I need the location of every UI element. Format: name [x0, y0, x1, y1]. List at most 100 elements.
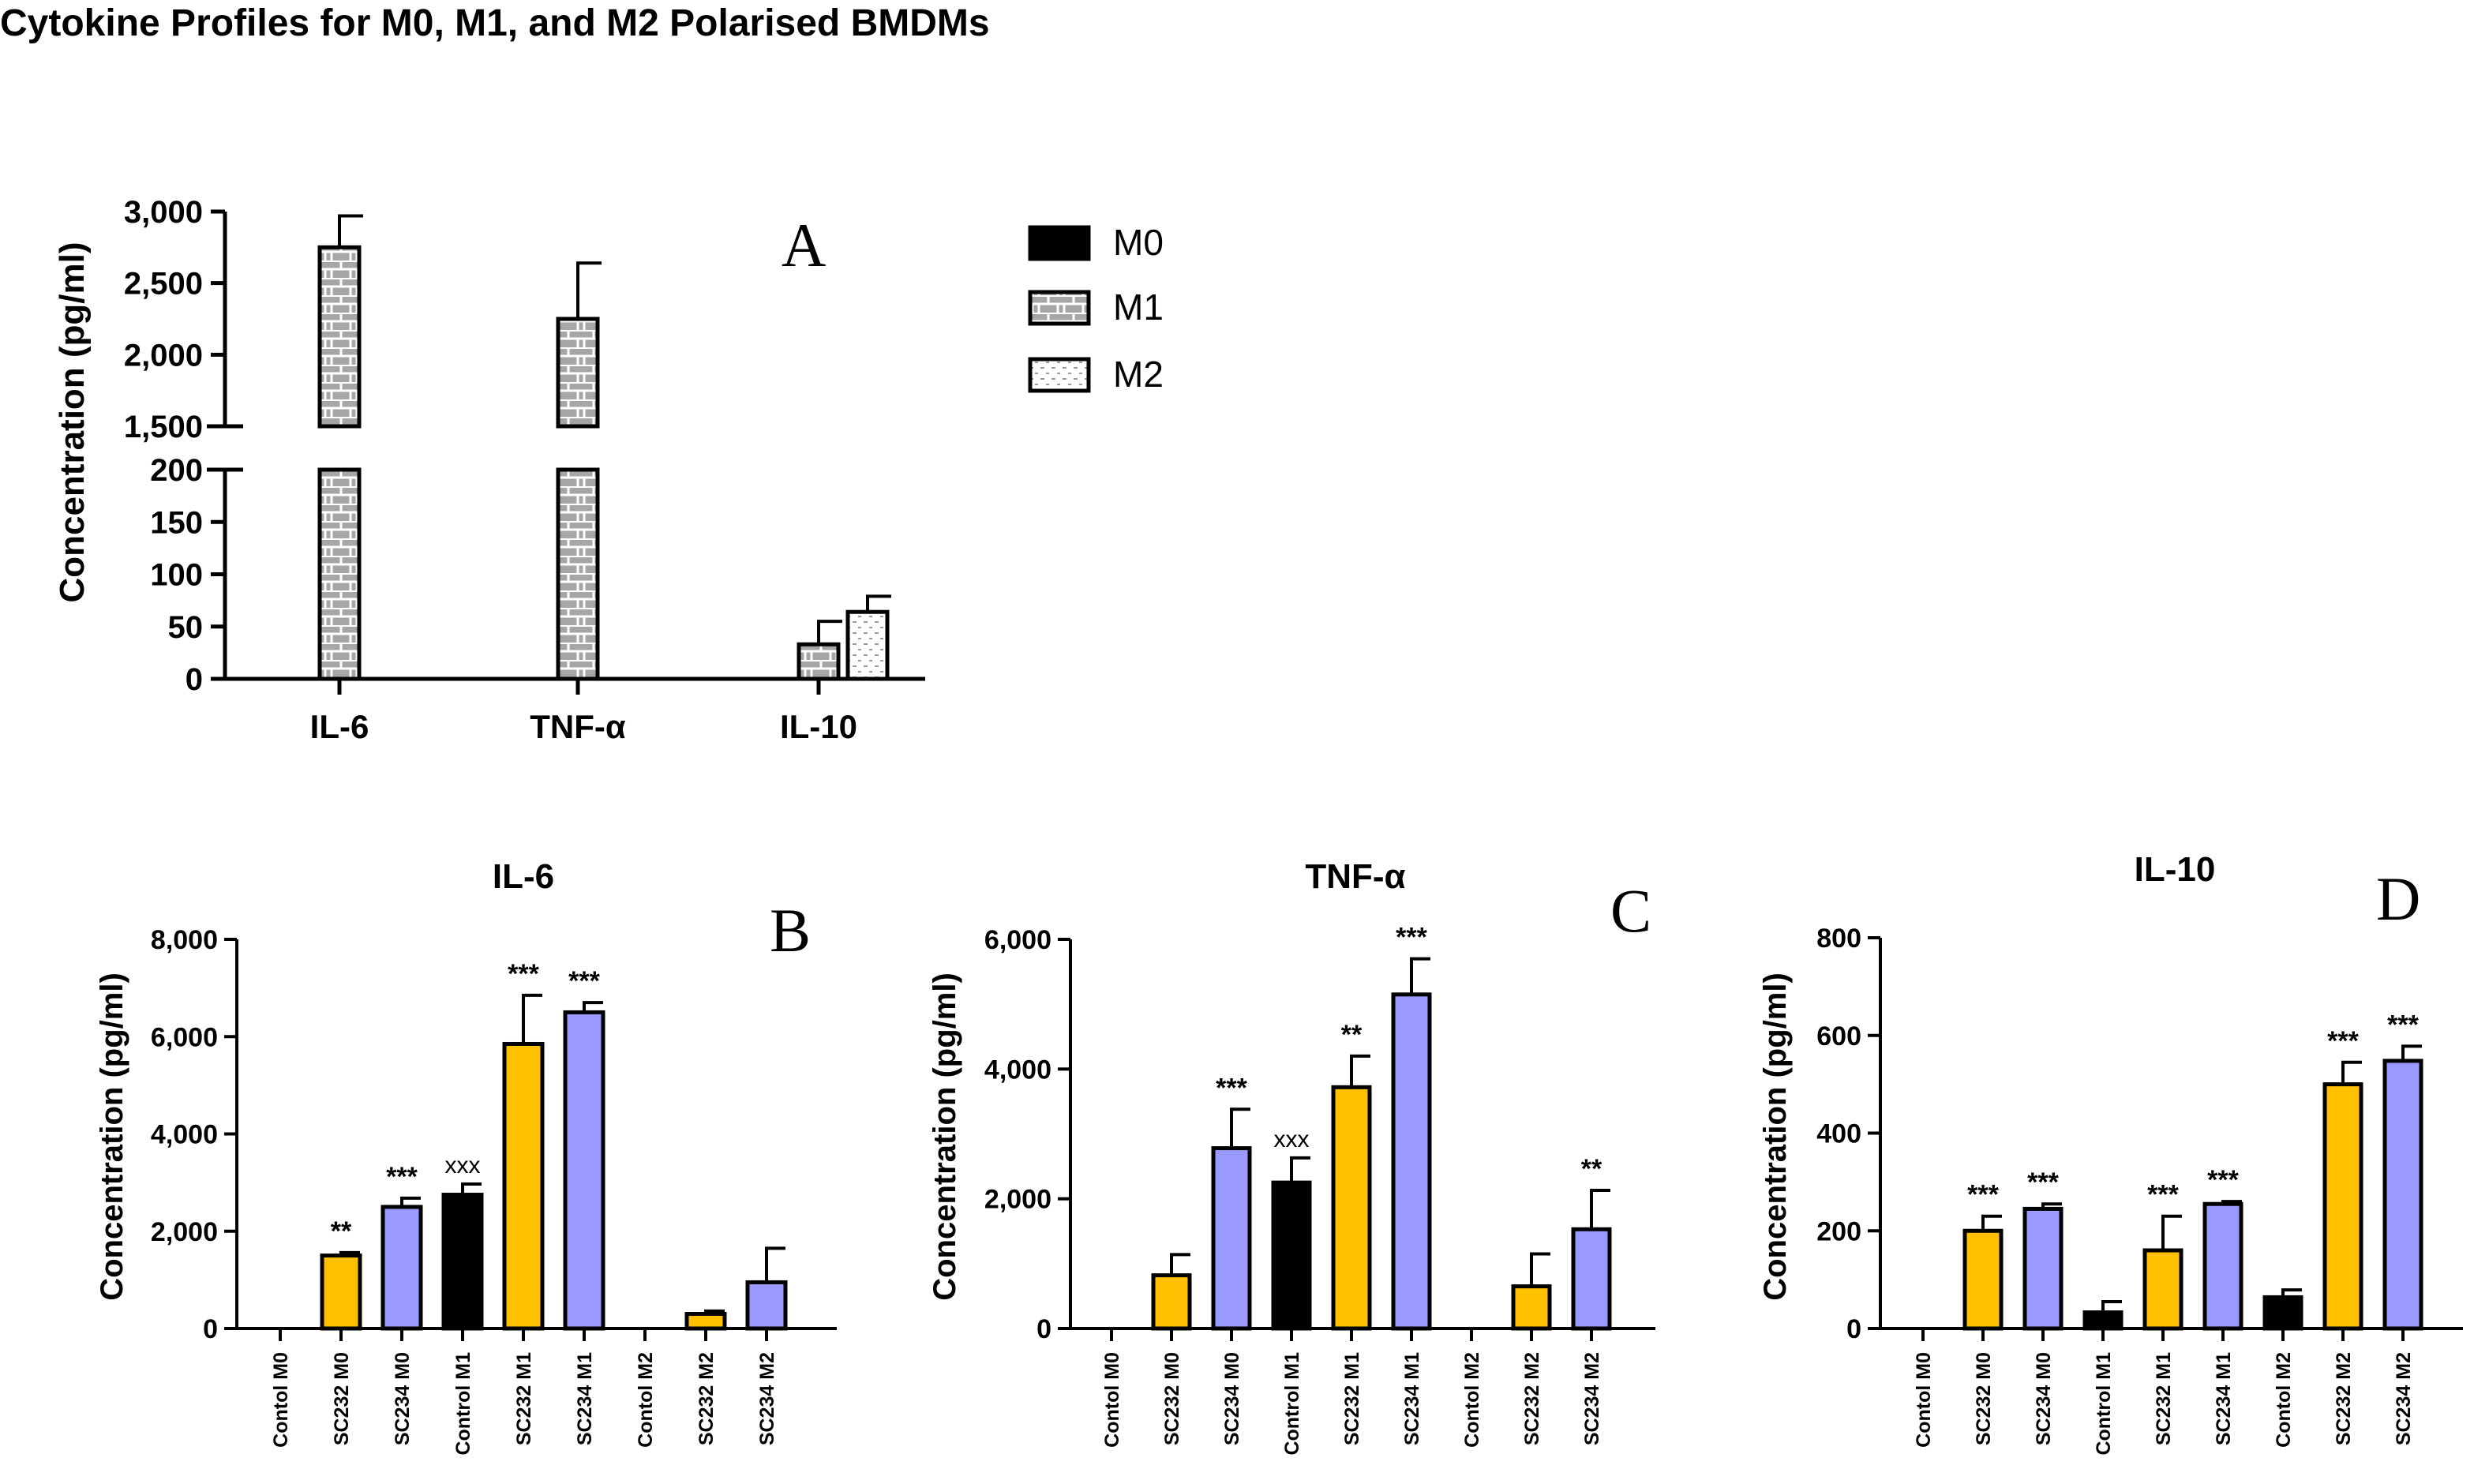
panel-c-x-tick-label: SC232 M1	[1341, 1352, 1363, 1445]
panel-b-bar	[380, 1205, 423, 1331]
panel-d-letter: D	[2376, 864, 2420, 933]
panel-d-y-axis-label: Concentration (pg/ml)	[1758, 972, 1793, 1301]
panel-d-plot: 0 200 400 600 800 Contol M0 SC232 M0 *** SC234 M…	[1816, 924, 2463, 1456]
panel-c-x-tick-label: SC234 M1	[1401, 1352, 1423, 1445]
panel-c-plot: 0 2,000 4,000 6,000 Contol M0 SC232 M0 SC234 M…	[984, 923, 1655, 1456]
panel-a-y-tick-label: 50	[168, 610, 204, 645]
panel-b-y-tick-label: 0	[203, 1314, 218, 1344]
panel-b-x-tick-label: SC232 M2	[695, 1352, 718, 1445]
panel-b-significance-label: xxx	[445, 1152, 481, 1179]
panel-c-y-axis-label: Concentration (pg/ml)	[928, 972, 962, 1301]
panel-a-bar-m1	[556, 467, 600, 681]
panel-c-title: TNF-α	[1305, 857, 1405, 896]
panel-c-y-tick-label: 4,000	[984, 1055, 1051, 1085]
panel-d: IL-10 D Concentration (pg/ml) 0 200 400 600…	[1758, 850, 2463, 1456]
panel-b-x-tick-label: Contol M2	[635, 1352, 657, 1448]
panel-d-x-tick-label: SC232 M1	[2153, 1352, 2175, 1445]
panel-c-significance-label: xxx	[1274, 1126, 1310, 1152]
panel-a-y-tick-label: 2,500	[124, 267, 203, 302]
panel-a-bar-m1	[797, 642, 841, 681]
legend-label-m0: M0	[1113, 222, 1164, 263]
panel-b-significance-label: ***	[386, 1162, 418, 1192]
panel-d-bar	[2382, 1059, 2423, 1331]
panel-b-y-tick-label: 2,000	[151, 1217, 218, 1247]
panel-c-significance-label: **	[1581, 1154, 1602, 1184]
panel-b-bar	[684, 1312, 727, 1331]
panel-c-x-tick-label: SC234 M2	[1581, 1352, 1603, 1445]
panel-d-x-tick-label: Contol M0	[1913, 1352, 1935, 1448]
panel-b-x-tick-label: SC232 M0	[331, 1352, 353, 1445]
panel-a: Concentration (pg/ml) A 0 50 100 150 200 1,50…	[53, 195, 1164, 745]
panel-b-y-tick-label: 8,000	[151, 925, 218, 955]
panel-a-y-tick-label: 100	[150, 558, 203, 593]
panel-b-plot: 0 2,000 4,000 6,000 8,000 Contol M0 SC232 M0 **…	[151, 925, 837, 1456]
panel-a-bar-m1	[317, 467, 362, 681]
panel-c-y-tick-label: 2,000	[984, 1185, 1051, 1215]
panel-d-x-tick-label: Contol M2	[2273, 1352, 2295, 1448]
panel-b-significance-label: **	[331, 1216, 352, 1246]
panel-a-y-tick-label: 150	[150, 505, 203, 540]
panel-b-y-tick-label: 4,000	[151, 1120, 218, 1150]
panel-a-y-tick-label: 2,000	[124, 338, 203, 373]
panel-d-significance-label: ***	[2207, 1165, 2239, 1195]
panel-c-bar	[1211, 1146, 1252, 1331]
panel-c-x-tick-label: SC232 M2	[1521, 1352, 1543, 1445]
panel-b-x-tick-label: SC232 M1	[513, 1352, 535, 1445]
panel-a-x-tick-label: IL-10	[780, 708, 857, 745]
panel-c-significance-label: ***	[1216, 1073, 1247, 1103]
panel-c-y-tick-label: 0	[1036, 1314, 1051, 1344]
legend-label-m1: M1	[1113, 287, 1164, 328]
panel-c-significance-label: **	[1341, 1020, 1363, 1050]
panel-b-bar	[502, 1041, 545, 1331]
panel-c-y-tick-label: 6,000	[984, 925, 1051, 955]
panel-b-x-tick-label: SC234 M1	[574, 1352, 596, 1445]
panel-a-legend: M0 M1 M2	[1028, 222, 1164, 395]
panel-a-bar-m1	[317, 245, 362, 429]
panel-d-y-tick-label: 800	[1816, 924, 1861, 954]
panel-b-x-tick-label: Contol M0	[270, 1352, 292, 1448]
legend-swatch-m1	[1028, 290, 1091, 326]
panel-d-x-tick-label: SC234 M0	[2033, 1352, 2055, 1445]
panel-b: IL-6 B Concentration (pg/ml) 0 2,000 4,000…	[95, 857, 837, 1456]
panel-b-significance-label: ***	[508, 959, 539, 989]
panel-d-bar	[2022, 1206, 2064, 1331]
panel-d-x-tick-label: SC234 M1	[2213, 1352, 2235, 1445]
panel-d-significance-label: ***	[2387, 1010, 2419, 1040]
legend-swatch-m2	[1028, 357, 1091, 393]
panel-a-x-tick-label: IL-6	[310, 708, 369, 745]
panel-a-bar-m1	[556, 317, 600, 429]
panel-c-x-tick-label: Control M1	[1281, 1352, 1303, 1456]
panel-a-bar-m2	[845, 609, 890, 681]
panel-d-significance-label: ***	[2027, 1167, 2059, 1197]
panel-d-significance-label: ***	[2327, 1026, 2359, 1056]
panel-b-x-tick-label: SC234 M0	[392, 1352, 414, 1445]
panel-a-y-tick-label: 200	[150, 453, 203, 488]
panel-c-bar	[1511, 1284, 1552, 1331]
panel-c-x-tick-label: SC232 M0	[1161, 1352, 1183, 1445]
panel-d-bar	[1962, 1228, 2004, 1331]
panel-d-x-tick-label: Control M1	[2093, 1352, 2115, 1456]
panel-a-letter: A	[782, 211, 826, 279]
panel-d-y-tick-label: 600	[1816, 1021, 1861, 1051]
panel-b-x-tick-label: SC234 M2	[756, 1352, 778, 1445]
panel-c-bar	[1271, 1180, 1312, 1331]
legend-label-m2: M2	[1113, 354, 1164, 395]
panel-c-x-tick-label: Contol M0	[1101, 1352, 1123, 1448]
panel-d-bar	[2202, 1201, 2243, 1331]
panel-b-y-axis-label: Concentration (pg/ml)	[95, 972, 129, 1301]
panel-b-y-tick-label: 6,000	[151, 1022, 218, 1052]
panel-a-y-tick-label: 0	[186, 662, 203, 697]
panel-a-x-tick-label: TNF-α	[530, 708, 626, 745]
panel-d-y-tick-label: 200	[1816, 1216, 1861, 1246]
panel-c-bar	[1331, 1085, 1372, 1331]
panel-a-y-tick-label: 3,000	[124, 195, 203, 230]
panel-c-x-tick-label: SC234 M0	[1221, 1352, 1243, 1445]
panel-a-y-axis-label: Concentration (pg/ml)	[53, 242, 92, 602]
panel-c-significance-label: ***	[1396, 923, 1427, 953]
panel-d-x-tick-label: SC232 M2	[2333, 1352, 2355, 1445]
panel-b-bar	[320, 1254, 362, 1331]
panel-c-bar	[1391, 992, 1432, 1331]
panel-d-bar	[2082, 1310, 2124, 1331]
panel-c: TNF-α C Concentration (pg/ml) 0 2,000 4,00…	[928, 857, 1655, 1456]
